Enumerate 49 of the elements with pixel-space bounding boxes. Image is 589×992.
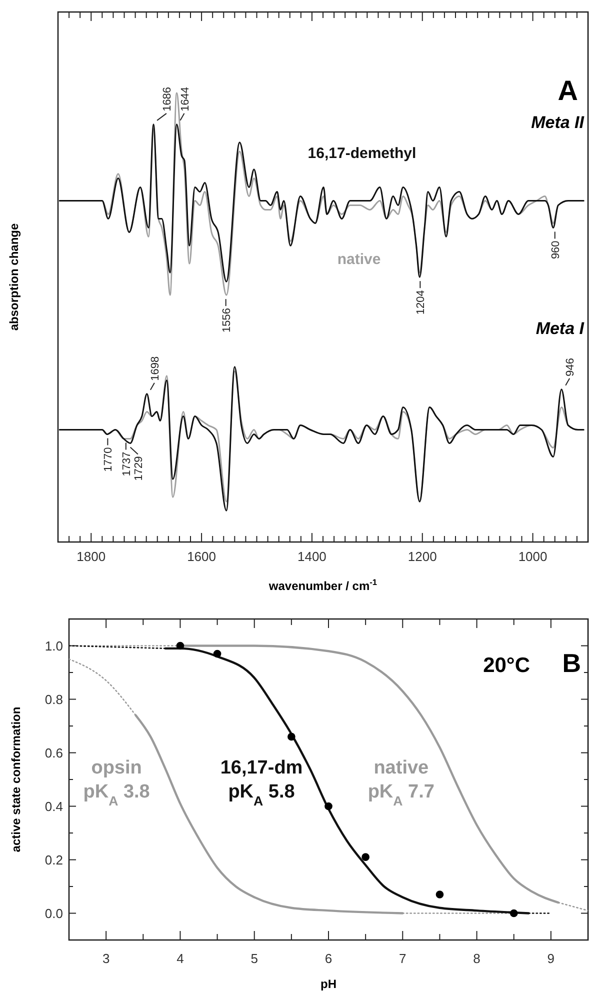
annotation: 1204 <box>415 290 428 315</box>
y-tick-label: 0.8 <box>44 692 63 707</box>
y-tick-label: 1.0 <box>44 638 63 654</box>
annotation: 1729 <box>132 456 145 481</box>
x-tick-label: 8 <box>473 951 480 966</box>
point <box>176 642 184 650</box>
annotation: 20°C <box>483 654 530 677</box>
x-tick-label: 5 <box>250 951 258 966</box>
point <box>362 853 370 861</box>
x-tick-label: 1400 <box>297 549 326 564</box>
x-tick-label: 1000 <box>518 549 548 564</box>
x-tick-label: 1200 <box>408 549 437 564</box>
annotation: Meta II <box>531 113 586 132</box>
annotation: 960 <box>550 240 562 260</box>
series-label: opsin pK$_{A}$ 3.8 <box>83 758 150 808</box>
y-tick-label: 0.4 <box>44 798 63 814</box>
x-axis-title: wavenumber / cm$^{-1}$ <box>268 577 378 593</box>
annotation: A <box>558 75 578 106</box>
x-tick-label: 4 <box>176 951 184 966</box>
annotation: Meta I <box>536 319 586 338</box>
x-tick-label: 1600 <box>187 549 216 564</box>
annotation: 1686 <box>161 86 174 112</box>
point <box>510 909 518 918</box>
series-label: native pK$_{A}$ 7.7 <box>368 758 434 808</box>
point <box>213 650 222 658</box>
y-tick-label: 0.6 <box>44 745 63 760</box>
annotation: 1644 <box>179 86 192 112</box>
x-tick-label: 3 <box>102 951 110 966</box>
x-axis-title: pH <box>320 977 336 991</box>
y-tick-label: 0.2 <box>44 852 63 868</box>
annotation: B <box>562 648 581 678</box>
x-tick-label: 9 <box>547 951 555 966</box>
annotation: 946 <box>564 358 577 376</box>
point <box>288 732 296 741</box>
series-label: 16,17-demethyl <box>308 145 416 162</box>
series-label: 16,17-dm pK$_{A}$ 5.8 <box>220 758 303 808</box>
annotation: 1698 <box>149 356 162 381</box>
annotation: 1770 <box>102 447 115 472</box>
x-tick-label: 1800 <box>76 549 106 564</box>
x-tick-label: 6 <box>324 951 332 966</box>
point <box>436 890 444 898</box>
x-tick-label: 7 <box>399 951 406 966</box>
annotation: 1556 <box>220 308 233 333</box>
y-tick-label: 0.0 <box>44 906 63 921</box>
annotation: 1737 <box>120 452 133 476</box>
y-axis-title: absorption change <box>7 223 21 331</box>
point <box>324 802 332 810</box>
text: native <box>337 251 381 268</box>
y-axis-title: active state conformation <box>9 706 23 852</box>
